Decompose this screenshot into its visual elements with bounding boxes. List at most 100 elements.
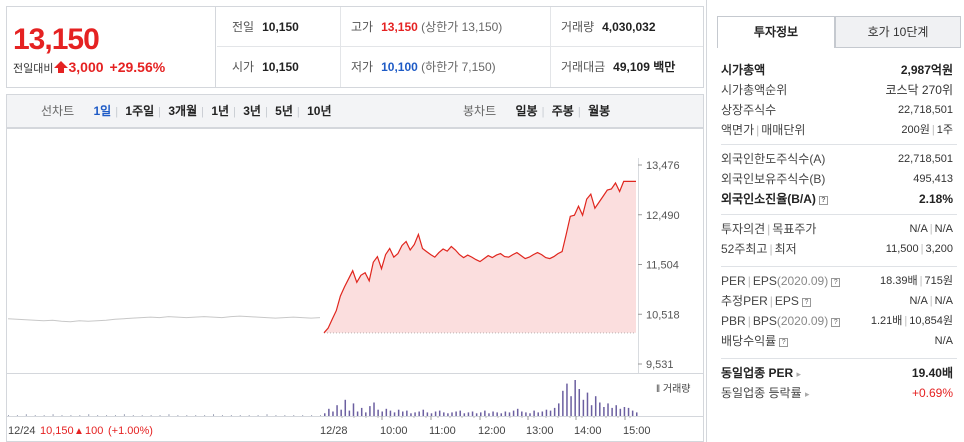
prev-day-change: 100 (85, 425, 103, 437)
period-1d[interactable]: 1일 (93, 104, 112, 118)
bps-label: BPS (752, 314, 777, 328)
volume-bar (467, 412, 470, 416)
separator: | (115, 106, 119, 118)
volume-bar (545, 409, 548, 416)
bps-period: (2020.09) (776, 314, 829, 328)
prev-day-rate: (+1.00%) (108, 425, 153, 437)
candle-daily[interactable]: 일봉 (515, 104, 538, 118)
period-10y[interactable]: 10년 (307, 104, 332, 118)
period-1w[interactable]: 1주일 (125, 104, 155, 118)
candle-chart-label: 봉차트 (463, 104, 497, 118)
pbr-value: 1.21배 (870, 315, 903, 327)
low-value: 10,100 (381, 60, 418, 74)
candle-monthly[interactable]: 월봉 (588, 104, 611, 118)
volume-bar (348, 410, 351, 416)
opinion-section: 투자의견 | 목표주가 N/A | N/A 52주최고 | 최저 11,500 | 3,200 (721, 214, 957, 259)
period-1y[interactable]: 1년 (211, 104, 230, 118)
pbr-row: PBR | BPS(2020.09)? 1.21배 | 10,854원 (721, 311, 957, 331)
volume-bar (594, 396, 597, 416)
market-cap-label: 시가총액 (721, 63, 766, 77)
volume-bar (475, 413, 478, 416)
volume-bar (352, 403, 355, 416)
volume-bar (344, 399, 347, 416)
volume-bar (239, 415, 241, 416)
upper-limit: (상한가 13,150) (421, 20, 503, 34)
volume-bar (558, 403, 560, 416)
y-tick-label: 11,504 (646, 260, 679, 272)
volume-bar (204, 415, 206, 416)
caret-right-icon: ▸ (804, 389, 810, 399)
help-icon[interactable]: ? (831, 318, 841, 327)
eps-value: 715원 (924, 275, 953, 287)
52w-low-value: 3,200 (925, 243, 953, 255)
x-tick-label: 11:00 (429, 425, 456, 437)
summary-row-2: 시가 10,150 저가 10,100 (하한가 7,150) 거래대금 49,109… (217, 47, 703, 87)
dividend-value: N/A (934, 335, 953, 347)
lower-limit: (하한가 7,150) (421, 60, 496, 74)
volume-bar (88, 414, 90, 416)
volume-bar (537, 412, 539, 416)
volume-bar (402, 411, 404, 416)
trade-value-cell: 거래대금 49,109 백만 (550, 47, 675, 87)
volume-bar (320, 415, 321, 416)
tab-orderbook[interactable]: 호가 10단계 (835, 16, 961, 48)
volume-bar (578, 389, 581, 416)
candle-weekly[interactable]: 주봉 (551, 104, 574, 118)
volume-bar (373, 402, 375, 416)
change-amount: 3,000 (68, 59, 104, 75)
target-label: 목표주가 (772, 222, 817, 236)
volume-bar (213, 414, 215, 416)
change-label: 전일대비 (13, 63, 54, 75)
volume-bar (186, 415, 188, 416)
volume-bar (438, 410, 441, 416)
help-icon[interactable]: ? (831, 278, 841, 287)
est-eps-value: N/A (934, 295, 953, 307)
prev-close-value: 10,150 (262, 20, 299, 34)
volume-bar (418, 411, 420, 416)
volume-bar (8, 415, 9, 416)
industry-per-label: 동일업종 PER (721, 366, 794, 380)
period-5y[interactable]: 5년 (275, 104, 293, 118)
intraday-chart: 13,476 12,490 11,504 10,518 9,531 ‖ 거래량 12/24 1… (6, 128, 704, 442)
trade-value: 49,109 백만 (613, 60, 676, 74)
volume-bar (525, 412, 527, 416)
tab-investment-info[interactable]: 투자정보 (717, 16, 835, 48)
volume-bar (266, 414, 268, 416)
separator: | (904, 315, 908, 327)
volume-bar (336, 405, 338, 416)
volume-bar (25, 414, 27, 416)
volume-cell: 거래량 4,030,032 (550, 7, 656, 47)
volume-bar (393, 412, 396, 416)
volume-bar (275, 415, 277, 416)
separator: | (158, 106, 162, 118)
volume-bar (61, 415, 63, 416)
change-rate: +29.56% (109, 59, 166, 75)
open-label: 시가 (232, 60, 255, 74)
help-icon[interactable]: ? (779, 338, 789, 347)
volume-bar (615, 405, 617, 416)
volume-bar (512, 410, 515, 416)
foreign-ratio-row: 외국인소진율(B/A)? 2.18% (721, 189, 957, 209)
open-cell: 시가 10,150 (232, 47, 299, 87)
volume-bar (16, 415, 18, 416)
volume-bar (381, 411, 383, 416)
help-icon[interactable]: ? (801, 298, 811, 307)
period-3m[interactable]: 3개월 (168, 104, 198, 118)
volume-bar (106, 415, 108, 416)
period-3y[interactable]: 3년 (243, 104, 261, 118)
volume-bar (541, 411, 544, 416)
x-tick-label: 12/24 (8, 425, 36, 437)
valuation-section: PER | EPS(2020.09)? 18.39배 | 715원 추정PER | EPS? N… (721, 266, 957, 351)
volume-bar (141, 415, 143, 416)
shares-label: 상장주식수 (721, 103, 777, 117)
volume-bar (221, 415, 223, 416)
volume-bar (586, 392, 589, 416)
volume-bar (79, 415, 81, 416)
y-tick-label: 10,518 (646, 309, 680, 321)
volume-bar (360, 407, 363, 416)
intraday-chart-area: 13,476 12,490 11,504 10,518 9,531 ‖ 거래량 12/24 1… (6, 128, 704, 442)
help-icon[interactable]: ? (818, 196, 828, 205)
x-tick-label: 10:00 (380, 425, 408, 437)
foreign-limit-value: 22,718,501 (897, 153, 953, 165)
separator: | (769, 294, 773, 308)
